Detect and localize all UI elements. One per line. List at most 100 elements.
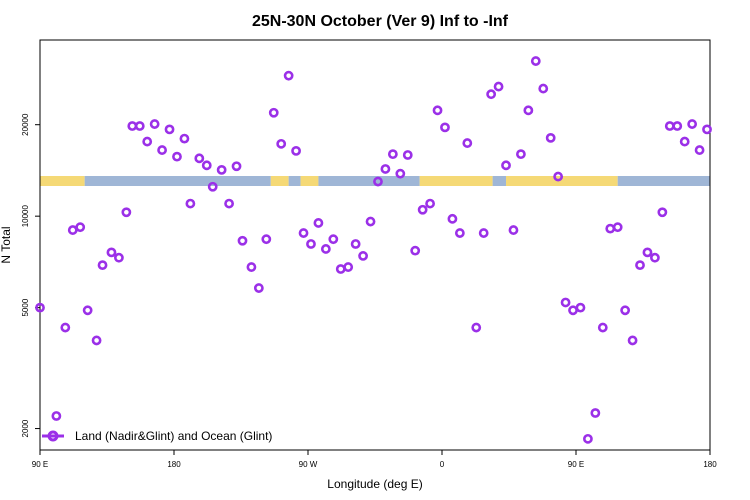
data-point <box>231 161 242 172</box>
data-point <box>35 302 45 313</box>
data-point <box>51 411 62 421</box>
data-point <box>142 136 153 147</box>
data-point <box>313 218 324 228</box>
surface-segment-ocean <box>84 176 271 186</box>
data-point <box>642 247 653 258</box>
data-point <box>694 145 705 155</box>
data-point <box>237 235 248 246</box>
data-point <box>134 121 145 131</box>
surface-segment-land <box>419 176 493 186</box>
data-point <box>261 234 272 245</box>
data-point <box>612 222 623 233</box>
data-point <box>462 138 473 148</box>
surface-segment-ocean <box>288 176 301 186</box>
data-point <box>75 222 86 233</box>
data-point <box>590 408 601 418</box>
data-point <box>91 335 102 346</box>
data-point <box>194 153 205 164</box>
data-point <box>478 228 489 238</box>
surface-segment-land <box>270 176 289 186</box>
data-point <box>127 121 138 131</box>
data-point <box>358 251 368 261</box>
data-point <box>440 122 450 133</box>
data-point <box>82 305 93 316</box>
data-point <box>702 124 712 135</box>
data-point <box>410 245 421 256</box>
data-point <box>605 223 616 234</box>
surface-segment-ocean <box>617 176 710 186</box>
data-point <box>373 176 383 187</box>
data-point <box>501 160 511 171</box>
surface-segment-ocean <box>318 176 420 186</box>
x-tick-label: 180 <box>167 460 181 469</box>
data-point <box>387 149 398 160</box>
data-point <box>380 164 391 174</box>
data-point <box>291 145 301 156</box>
data-point <box>283 70 294 81</box>
x-tick-label: 90 E <box>568 460 584 469</box>
x-axis: 90 E 180 90 W 0 90 E 180 <box>32 450 717 469</box>
data-point <box>114 252 124 263</box>
data-point <box>224 198 234 209</box>
data-point <box>679 136 690 147</box>
y-tick-label: 2000 <box>21 419 30 437</box>
legend-marker-swatch <box>47 430 59 442</box>
data-point <box>620 305 631 316</box>
data-point <box>575 302 586 313</box>
data-point <box>60 322 71 333</box>
data-point <box>276 138 287 149</box>
data-point <box>650 252 660 263</box>
x-axis-label: Longitude (deg E) <box>327 477 422 491</box>
data-point <box>268 107 279 118</box>
y-axis-label: N Total <box>0 226 13 263</box>
data-point <box>121 207 132 218</box>
data-point <box>447 213 458 224</box>
surface-segment-land <box>40 176 85 186</box>
data-point <box>553 171 564 182</box>
data-point <box>493 81 504 92</box>
data-point <box>149 119 160 129</box>
data-point <box>298 228 309 238</box>
data-point <box>67 225 78 235</box>
data-point <box>657 207 668 218</box>
x-tick-label: 90 W <box>299 460 318 469</box>
y-axis: 2000 5000 10000 20000 <box>21 113 40 437</box>
data-point <box>508 225 519 235</box>
x-tick-label: 0 <box>440 460 445 469</box>
data-point <box>253 283 264 293</box>
data-point <box>560 297 571 308</box>
data-point <box>530 56 541 66</box>
legend: Land (Nadir&Glint) and Ocean (Glint) <box>42 429 272 443</box>
chart-title: 25N-30N October (Ver 9) Inf to -Inf <box>252 13 509 30</box>
data-point <box>664 121 675 131</box>
data-point <box>328 234 339 245</box>
data-point <box>538 83 549 94</box>
y-tick-label: 5000 <box>21 298 30 316</box>
surface-segment-land <box>506 176 618 186</box>
data-point <box>365 216 376 227</box>
data-point <box>627 335 638 346</box>
data-point <box>597 322 608 333</box>
data-point <box>201 160 212 171</box>
data-point <box>320 244 331 254</box>
y-tick-label: 10000 <box>21 204 30 227</box>
data-points <box>35 56 712 444</box>
y-tick-label: 20000 <box>21 113 30 136</box>
data-point <box>335 264 346 274</box>
data-point <box>207 181 218 192</box>
data-point <box>157 145 167 155</box>
data-point <box>432 105 443 116</box>
data-point <box>635 260 645 271</box>
data-point <box>523 105 534 116</box>
data-point <box>172 151 182 162</box>
data-point <box>164 124 175 135</box>
data-point <box>425 198 435 209</box>
surface-segment-ocean <box>492 176 507 186</box>
data-point <box>687 119 698 129</box>
data-point <box>106 247 117 258</box>
data-point <box>568 305 578 316</box>
data-point <box>583 433 593 444</box>
data-point <box>216 164 227 175</box>
data-point <box>350 239 361 249</box>
